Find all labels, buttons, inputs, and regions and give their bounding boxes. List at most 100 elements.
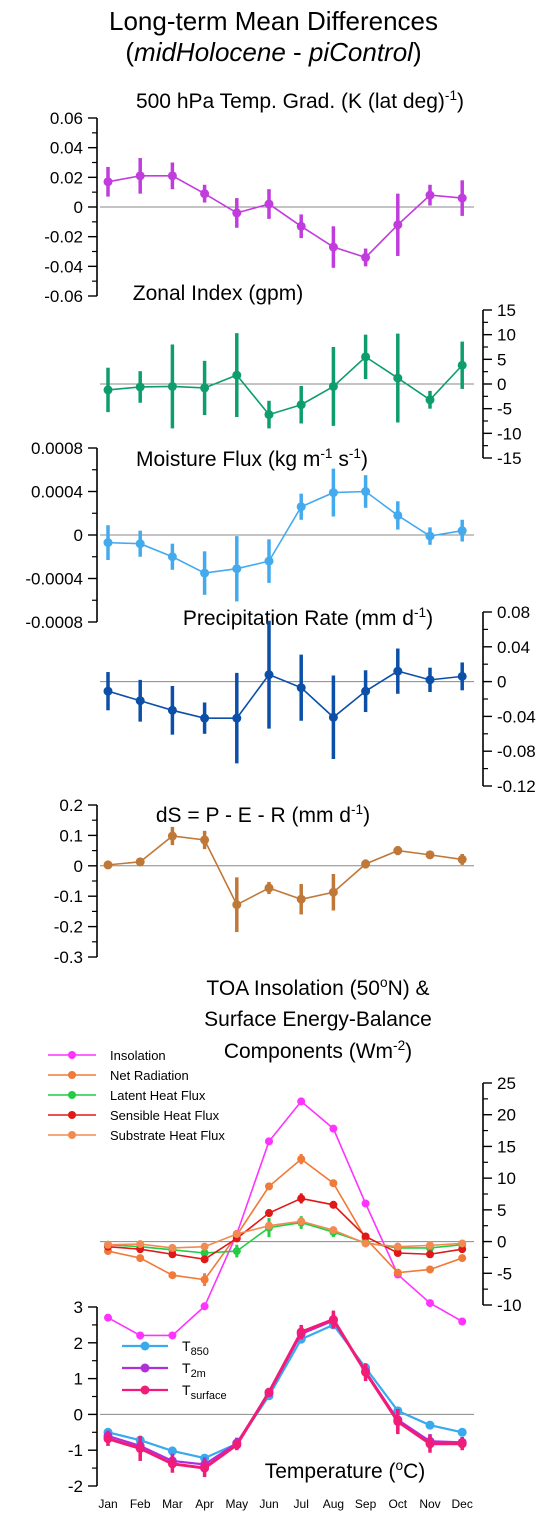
x-tick-label: May xyxy=(225,1497,248,1511)
temperature-y-tick-label: 0 xyxy=(74,1405,83,1424)
zonal_index-point xyxy=(135,382,145,392)
zonal_index-point xyxy=(200,383,210,393)
zonal_index-point xyxy=(361,352,371,362)
x-tick-label: Jun xyxy=(259,1497,278,1511)
moisture_flux-point xyxy=(264,556,274,566)
energy-series-0-point xyxy=(200,1302,209,1311)
energy-series-1-point xyxy=(200,1275,209,1284)
x-tick-label: Apr xyxy=(195,1497,214,1511)
energy-series-0-point xyxy=(458,1317,467,1326)
ds-y-tick-label: 0 xyxy=(74,857,83,876)
temperature-title: Temperature (oC) xyxy=(265,1458,426,1483)
energy-series-2-point xyxy=(232,1247,241,1256)
energy-y-tick-label: 5 xyxy=(497,1201,506,1220)
temp_grad-y-tick-label: -0.02 xyxy=(44,228,83,247)
x-tick-label: Dec xyxy=(452,1497,473,1511)
moisture_flux-point xyxy=(296,502,306,512)
moisture_flux-point xyxy=(457,526,467,536)
temp_grad-point xyxy=(200,189,210,199)
temp_grad-point xyxy=(328,242,338,252)
energy-series-0-point xyxy=(104,1313,112,1322)
legend-energy-label: Insolation xyxy=(110,1048,166,1063)
temp_grad-y-tick-label: -0.06 xyxy=(44,287,83,306)
ds-y-tick-label: -0.3 xyxy=(54,948,83,967)
energy-series-0-point xyxy=(297,1097,306,1106)
energy-series-0-point xyxy=(265,1137,273,1146)
energy-series-1-point xyxy=(458,1254,467,1263)
energy-series-0-point xyxy=(168,1331,177,1340)
moisture_flux-y-tick-label: 0.0008 xyxy=(31,439,83,458)
temp_grad-y-tick-label: 0 xyxy=(74,198,83,217)
temperature-series-0-point xyxy=(457,1427,467,1437)
energy-series-3-point xyxy=(393,1248,402,1257)
precip_rate-point xyxy=(296,683,306,693)
moisture_flux-point xyxy=(361,487,371,496)
temperature-series-2-point xyxy=(264,1387,274,1397)
legend-energy-marker xyxy=(68,1071,76,1079)
precip_rate-y-tick-label: 0.08 xyxy=(497,603,530,622)
legend-energy-label: Net Radiation xyxy=(110,1068,189,1083)
temperature-series-0-line xyxy=(107,1323,463,1460)
temperature-series-2-point xyxy=(232,1440,242,1450)
ds-y-tick-label: 0.1 xyxy=(59,826,83,845)
zonal_index-y-tick-label: -5 xyxy=(497,400,512,419)
energy-series-1-point xyxy=(136,1254,145,1263)
moisture_flux-point xyxy=(393,510,403,520)
x-tick-label: Aug xyxy=(323,1497,344,1511)
moisture_flux-line xyxy=(107,490,463,574)
temperature-series-2-point xyxy=(361,1367,371,1377)
temperature-y-tick-label: -1 xyxy=(68,1441,83,1460)
ds-point xyxy=(328,887,338,897)
temp_grad-y-tick-label: 0.04 xyxy=(50,139,83,158)
moisture_flux-point xyxy=(425,531,435,541)
precip_rate-point xyxy=(328,712,338,722)
energy-title-line3: Components (Wm-2) xyxy=(224,1038,412,1063)
legend-energy-marker xyxy=(68,1111,76,1119)
energy-series-4-point xyxy=(136,1240,145,1249)
temperature-series-2-point xyxy=(103,1434,113,1444)
temp_grad-point xyxy=(167,171,177,181)
energy-title-line1: TOA Insolation (50oN) & xyxy=(206,975,429,1000)
moisture_flux-point xyxy=(135,539,145,549)
temperature-y-tick-label: -2 xyxy=(68,1477,83,1496)
ds-y-tick-label: 0.2 xyxy=(59,796,83,815)
ds-point xyxy=(457,854,467,864)
energy-y-tick-label: -10 xyxy=(497,1296,522,1315)
energy-series-3-point xyxy=(361,1232,370,1241)
energy-series-0-line xyxy=(107,1100,463,1337)
energy-series-4-point xyxy=(232,1229,241,1238)
precip_rate-point xyxy=(425,675,435,685)
energy-y-tick-label: 15 xyxy=(497,1137,516,1156)
precip_rate-point xyxy=(103,686,113,696)
figure-title-line1: Long-term Mean Differences xyxy=(108,6,438,36)
x-tick-label: Jul xyxy=(294,1497,309,1511)
ds-y-tick-label: -0.2 xyxy=(54,918,83,937)
moisture_flux-title: Moisture Flux (kg m-1 s-1) xyxy=(136,446,368,471)
precip_rate-point xyxy=(457,671,467,681)
precip_rate-y-tick-label: -0.12 xyxy=(497,777,536,796)
ds-title: dS = P - E - R (mm d-1) xyxy=(156,802,370,827)
x-tick-label: Feb xyxy=(130,1497,151,1511)
temperature-series-2-point xyxy=(135,1443,145,1453)
precip_rate-y-tick-label: -0.04 xyxy=(497,707,536,726)
temp_grad-line xyxy=(107,175,463,259)
x-tick-label: Sep xyxy=(355,1497,377,1511)
temp_grad-point xyxy=(425,190,435,200)
precip_rate-point xyxy=(135,696,145,706)
energy-series-4-point xyxy=(393,1242,402,1251)
ds-point xyxy=(232,900,242,910)
temp_grad-point xyxy=(264,199,274,209)
energy-series-1-point xyxy=(265,1182,273,1191)
temperature-y-tick-label: 2 xyxy=(74,1334,83,1353)
energy-series-4-point xyxy=(168,1243,177,1252)
moisture_flux-y-tick-label: 0.0004 xyxy=(31,483,83,502)
ds-line xyxy=(107,835,463,906)
precip_rate-y-tick-label: -0.08 xyxy=(497,742,536,761)
energy-y-tick-label: 25 xyxy=(497,1074,516,1093)
legend-temp-marker xyxy=(140,1341,150,1351)
precip_rate-point xyxy=(264,670,274,680)
legend-energy-label: Substrate Heat Flux xyxy=(110,1128,225,1143)
temp_grad-point xyxy=(361,252,371,262)
